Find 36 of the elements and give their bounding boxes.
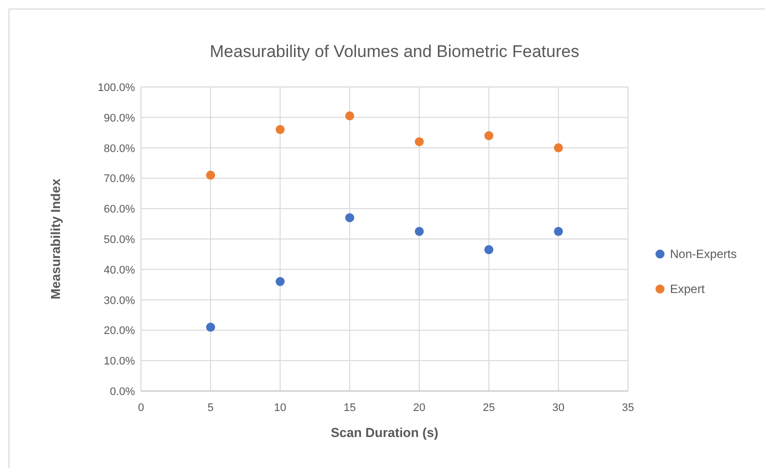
y-tick-label: 100.0% [98,82,136,94]
chart-title: Measurability of Volumes and Biometric Features [210,42,580,61]
point [414,226,424,236]
point [345,213,354,222]
x-tick-label: 15 [344,402,356,414]
x-tick-label: 10 [274,402,286,414]
y-tick-label: 20.0% [104,325,136,338]
point [484,245,494,254]
x-tick-label: 20 [413,402,426,414]
y-tick-label: 60.0% [104,204,136,216]
y-tick-label: 80.0% [104,142,136,155]
legend-label: Non-Experts [670,247,737,261]
point [484,131,494,140]
point [206,322,216,332]
point [276,277,285,286]
x-tick-label: 0 [138,402,144,414]
x-tick-label: 35 [622,402,634,414]
y-tick-label: 10.0% [104,356,136,368]
y-tick-label: 50.0% [104,234,136,246]
point [206,170,216,180]
y-axis-title: Measurability Index [48,178,63,300]
point [345,111,354,120]
y-tick-label: 70.0% [104,173,136,186]
x-axis-title: Scan Duration (s) [330,425,438,440]
y-tick-label: 40.0% [104,264,136,276]
y-tick-label: 0.0% [110,386,136,398]
point [414,137,424,146]
point [554,226,563,236]
point [276,125,285,134]
y-tick-label: 90.0% [104,112,136,124]
y-tick-label: 30.0% [104,294,136,307]
point [554,143,563,152]
legend-label: Expert [670,282,706,296]
x-tick-label: 30 [552,402,565,414]
x-tick-label: 5 [208,402,214,414]
x-tick-label: 25 [482,402,495,414]
